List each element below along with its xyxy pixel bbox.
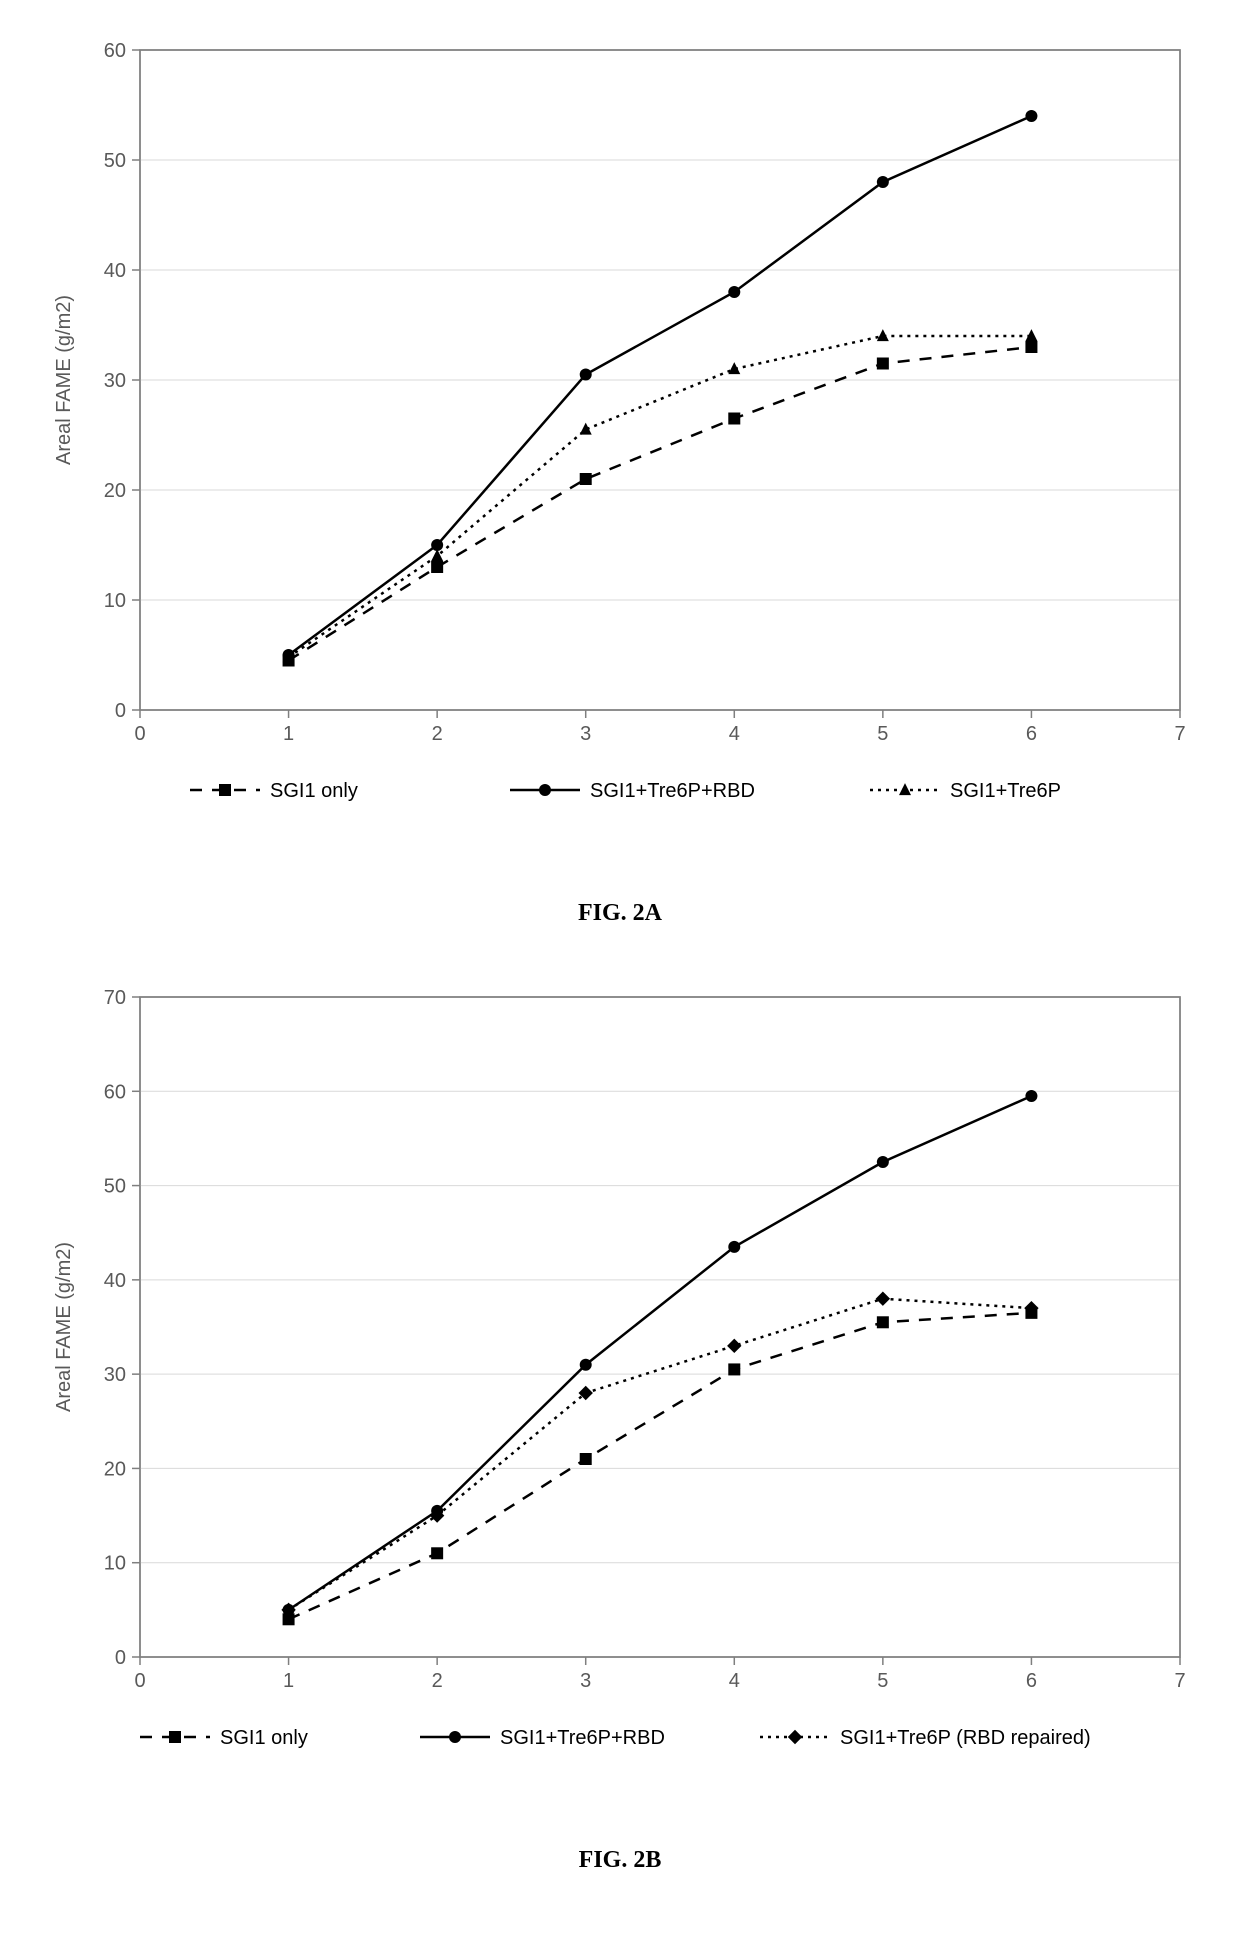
svg-text:0: 0: [115, 1647, 126, 1669]
svg-text:30: 30: [104, 1364, 126, 1386]
svg-text:40: 40: [104, 260, 126, 282]
svg-text:0: 0: [134, 723, 145, 745]
chart-a-wrapper: 0 10 20 30 40 50 60 0 1 2 3 4 5 6 7 Areal FAME (g/m2) SG…: [20, 20, 1220, 927]
svg-text:2: 2: [432, 1670, 443, 1692]
svg-text:SGI1+Tre6P+RBD: SGI1+Tre6P+RBD: [500, 1727, 665, 1749]
svg-text:10: 10: [104, 1553, 126, 1575]
svg-text:SGI1 only: SGI1 only: [220, 1727, 308, 1749]
svg-text:1: 1: [283, 723, 294, 745]
svg-text:10: 10: [104, 590, 126, 612]
chart-b-caption: FIG. 2B: [20, 1847, 1220, 1874]
svg-text:Areal FAME (g/m2): Areal FAME (g/m2): [53, 295, 75, 465]
chart-a-caption: FIG. 2A: [20, 900, 1220, 927]
svg-text:6: 6: [1026, 1670, 1037, 1692]
chart-b-svg: 0 10 20 30 40 50 60 70 0 1 2 3 4 5 6 7 Areal FAME (g/m2)…: [20, 967, 1220, 1827]
svg-text:70: 70: [104, 987, 126, 1009]
svg-text:1: 1: [283, 1670, 294, 1692]
svg-text:60: 60: [104, 40, 126, 62]
svg-text:60: 60: [104, 1081, 126, 1103]
chart-a-svg: 0 10 20 30 40 50 60 0 1 2 3 4 5 6 7 Areal FAME (g/m2) SG…: [20, 20, 1220, 880]
svg-text:4: 4: [729, 723, 740, 745]
chart-b-wrapper: 0 10 20 30 40 50 60 70 0 1 2 3 4 5 6 7 Areal FAME (g/m2)…: [20, 967, 1220, 1874]
svg-text:5: 5: [877, 723, 888, 745]
svg-text:3: 3: [580, 1670, 591, 1692]
svg-text:20: 20: [104, 480, 126, 502]
svg-text:0: 0: [115, 700, 126, 722]
svg-text:SGI1+Tre6P (RBD repaired): SGI1+Tre6P (RBD repaired): [840, 1727, 1091, 1749]
svg-text:Areal FAME (g/m2): Areal FAME (g/m2): [53, 1242, 75, 1412]
svg-text:SGI1+Tre6P+RBD: SGI1+Tre6P+RBD: [590, 780, 755, 802]
svg-text:5: 5: [877, 1670, 888, 1692]
svg-text:0: 0: [134, 1670, 145, 1692]
svg-text:4: 4: [729, 1670, 740, 1692]
svg-text:30: 30: [104, 370, 126, 392]
svg-text:6: 6: [1026, 723, 1037, 745]
svg-text:7: 7: [1174, 723, 1185, 745]
svg-text:2: 2: [432, 723, 443, 745]
svg-text:20: 20: [104, 1458, 126, 1480]
svg-text:50: 50: [104, 1176, 126, 1198]
svg-text:3: 3: [580, 723, 591, 745]
svg-text:40: 40: [104, 1270, 126, 1292]
svg-text:SGI1 only: SGI1 only: [270, 780, 358, 802]
svg-text:50: 50: [104, 150, 126, 172]
svg-text:SGI1+Tre6P: SGI1+Tre6P: [950, 780, 1061, 802]
svg-text:7: 7: [1174, 1670, 1185, 1692]
